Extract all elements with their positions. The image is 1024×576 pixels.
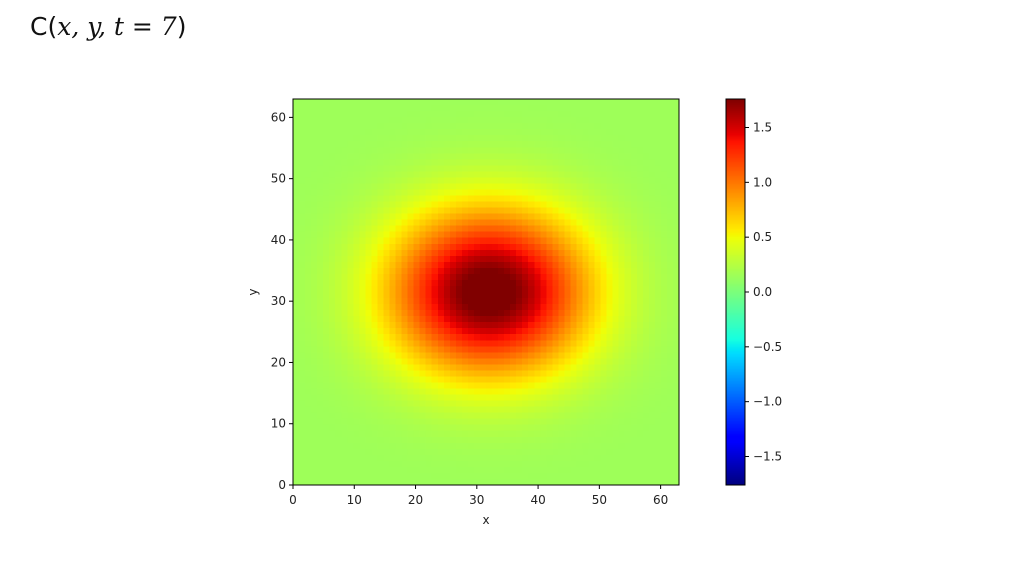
x-axis: 0 10 20 30 40 50 60 — [289, 485, 668, 507]
y-tick-label: 40 — [271, 233, 286, 247]
colorbar-axis: 1.5 1.0 0.5 0.0 −0.5 −1.0 −1.5 — [745, 121, 782, 463]
y-axis: 0 10 20 30 40 50 60 — [271, 110, 293, 492]
y-tick-label: 10 — [271, 417, 286, 431]
slide-title: C(x, y, t = 7) — [30, 12, 186, 41]
y-tick-label: 0 — [278, 478, 286, 492]
plot-frame — [292, 98, 680, 486]
y-tick-label: 50 — [271, 172, 286, 186]
x-tick-label: 30 — [469, 493, 484, 507]
colorbar-frame — [725, 98, 746, 486]
colorbar-tick-label: −1.0 — [753, 395, 782, 409]
x-tick-label: 0 — [289, 493, 297, 507]
colorbar-tick-label: −0.5 — [753, 340, 782, 354]
colorbar-gradient — [726, 99, 745, 485]
x-tick-label: 10 — [347, 493, 362, 507]
x-tick-label: 60 — [653, 493, 668, 507]
x-tick-label: 50 — [592, 493, 607, 507]
y-tick-label: 20 — [271, 355, 286, 369]
colorbar-tick-label: 1.0 — [753, 175, 772, 189]
colorbar-tick-label: 0.5 — [753, 230, 772, 244]
heatmap — [293, 99, 679, 485]
colorbar-tick-label: −1.5 — [753, 449, 782, 463]
x-tick-label: 40 — [530, 493, 545, 507]
x-axis-label: x — [482, 513, 489, 527]
colorbar-tick-label: 1.5 — [753, 121, 772, 135]
y-tick-label: 30 — [271, 294, 286, 308]
slide-title-math: x, y, t = 7 — [57, 12, 177, 41]
slide-title-prefix: C( — [30, 12, 58, 41]
colorbar-tick-label: 0.0 — [753, 285, 772, 299]
y-tick-label: 60 — [271, 110, 286, 124]
slide-title-suffix: ) — [176, 12, 187, 41]
x-tick-label: 20 — [408, 493, 423, 507]
y-axis-label: y — [246, 288, 260, 295]
